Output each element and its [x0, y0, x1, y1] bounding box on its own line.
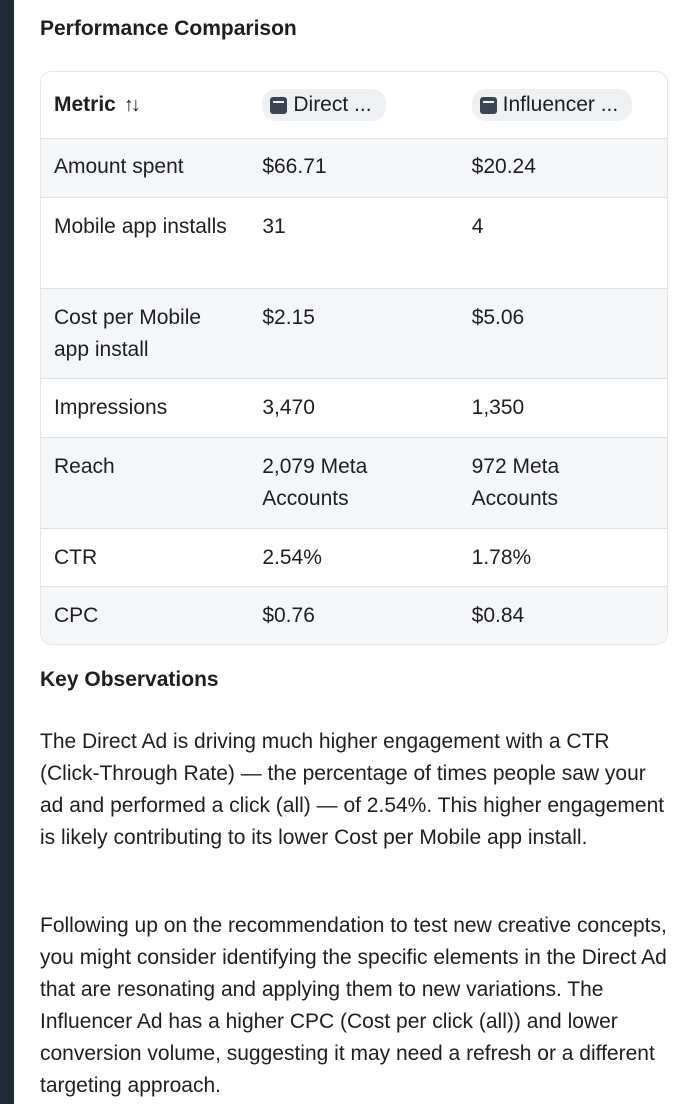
direct-value-cell: 2,079 Meta Accounts: [262, 455, 368, 510]
metric-cell: CPC: [54, 604, 99, 627]
table-row: Amount spent $66.71 $20.24: [41, 138, 667, 197]
direct-value-cell: 31: [262, 215, 286, 238]
influencer-value-cell: 1,350: [471, 396, 525, 419]
table-row: CTR 2.54% 1.78%: [41, 528, 667, 586]
table-row: Cost per Mobile app install $2.15 $5.06: [41, 288, 667, 378]
ad-set-icon: [270, 96, 288, 114]
ad-pill-direct[interactable]: Direct ...: [262, 89, 386, 121]
direct-value-cell: 3,470: [262, 396, 315, 419]
header-metric-cell[interactable]: Metric ↑↓: [41, 93, 249, 117]
ad-pill-influencer-label: Influencer ...: [502, 93, 619, 116]
metric-cell: CTR: [54, 546, 98, 569]
section-title-key-observations: Key Observations: [40, 668, 219, 691]
table-row: Mobile app installs 31 4: [41, 197, 667, 288]
recommendation-paragraph: Following up on the recommendation to te…: [40, 914, 667, 1097]
sort-icon[interactable]: ↑↓: [123, 93, 141, 116]
table-header: Metric ↑↓ Direct ... Influencer ...: [41, 72, 667, 138]
metric-cell: Reach: [54, 455, 115, 478]
ad-set-icon: [479, 96, 497, 114]
direct-value-cell: 2.54%: [262, 546, 322, 569]
metric-cell: Impressions: [54, 396, 168, 419]
influencer-value-cell: 972 Meta Accounts: [471, 455, 560, 510]
table-row: CPC $0.76 $0.84: [41, 586, 667, 644]
direct-value-cell: $0.76: [262, 604, 315, 627]
metric-cell: Mobile app installs: [54, 215, 227, 238]
direct-value-cell: $66.71: [262, 155, 327, 178]
table-row: Reach 2,079 Meta Accounts 972 Meta Accou…: [41, 437, 667, 528]
observation-paragraph: The Direct Ad is driving much higher eng…: [40, 730, 665, 849]
header-metric-label: Metric: [54, 93, 116, 116]
left-edge-bar: [0, 0, 14, 1104]
influencer-value-cell: $20.24: [471, 155, 536, 178]
ad-pill-influencer[interactable]: Influencer ...: [471, 89, 633, 121]
header-direct-cell: Direct ...: [249, 89, 458, 121]
table-row: Impressions 3,470 1,350: [41, 378, 667, 437]
metric-cell: Amount spent: [54, 155, 184, 178]
ad-pill-direct-label: Direct ...: [293, 93, 372, 116]
influencer-value-cell: $5.06: [471, 306, 525, 329]
influencer-value-cell: $0.84: [471, 604, 525, 627]
comparison-table: Metric ↑↓ Direct ... Influencer ... Amou…: [40, 71, 668, 645]
header-influencer-cell: Influencer ...: [459, 89, 667, 121]
metric-cell: Cost per Mobile app install: [54, 306, 202, 361]
influencer-value-cell: 1.78%: [471, 546, 532, 569]
influencer-value-cell: 4: [471, 215, 484, 238]
section-title-performance-comparison: Performance Comparison: [40, 17, 297, 40]
direct-value-cell: $2.15: [262, 306, 315, 329]
